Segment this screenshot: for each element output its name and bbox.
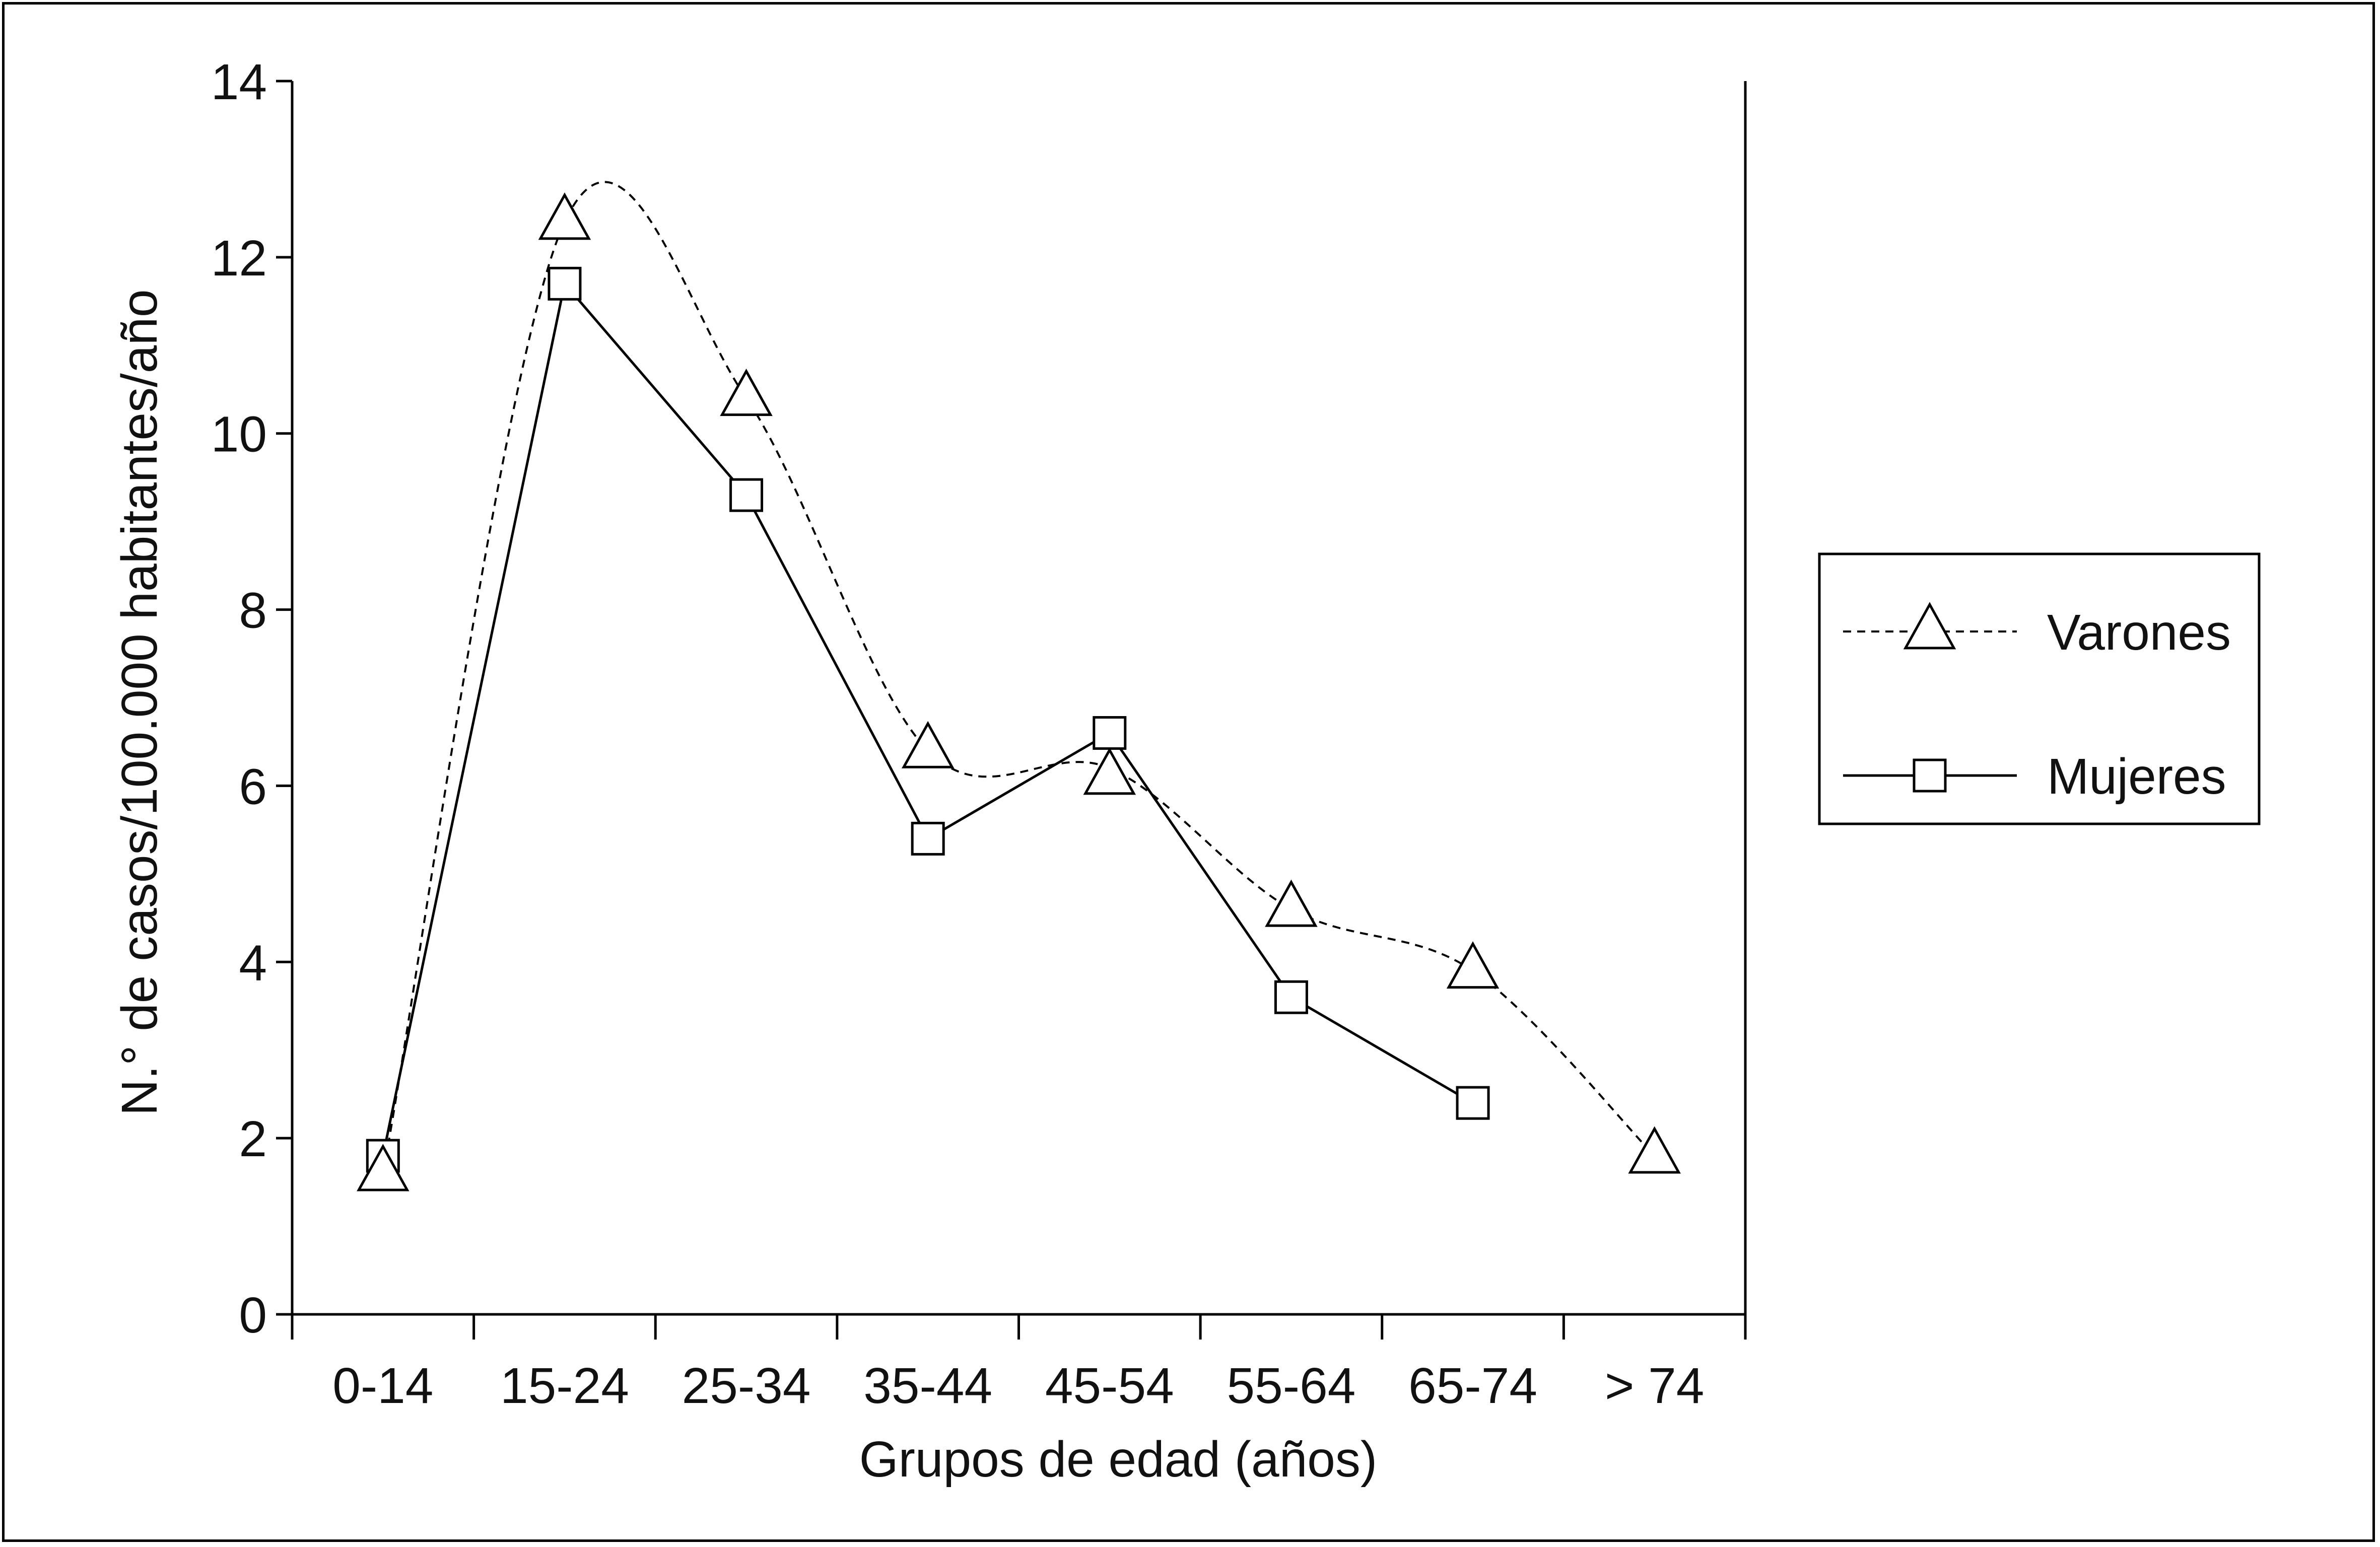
data-point-mujeres bbox=[1093, 716, 1127, 750]
data-point-varones bbox=[1265, 879, 1318, 927]
data-point-mujeres bbox=[729, 478, 764, 512]
y-axis-label: N.° de casos/100.000 habitantes/año bbox=[111, 289, 168, 1115]
x-tick-label: 35-44 bbox=[863, 1358, 992, 1414]
y-tick-label: 2 bbox=[239, 1111, 267, 1167]
x-tick-label: 55-64 bbox=[1227, 1358, 1356, 1414]
series-lines bbox=[381, 181, 1656, 1174]
axes bbox=[291, 81, 1747, 1316]
data-point-varones bbox=[1446, 941, 1500, 989]
legend-marker-mujeres bbox=[1913, 758, 1947, 793]
y-tick-label: 6 bbox=[239, 758, 267, 815]
legend-label-mujeres: Mujeres bbox=[2047, 748, 2226, 805]
y-tick-label: 0 bbox=[239, 1287, 267, 1344]
series-line-varones bbox=[382, 181, 1656, 1174]
data-point-varones bbox=[538, 192, 591, 240]
data-point-mujeres bbox=[548, 266, 582, 301]
x-tick-label: 65-74 bbox=[1408, 1358, 1537, 1414]
data-point-varones bbox=[720, 369, 773, 416]
legend-marker-varones bbox=[1903, 602, 1956, 650]
x-tick-label: 15-24 bbox=[500, 1358, 629, 1414]
x-tick-label: 45-54 bbox=[1045, 1358, 1174, 1414]
line-chart: 0 2 4 6 8 10 12 14 0-14 15-24 25-34 35-44 45-54 55-64… bbox=[111, 54, 2261, 1488]
data-point-varones bbox=[901, 721, 955, 768]
y-tick-label: 10 bbox=[211, 406, 267, 463]
legend: Varones Mujeres bbox=[1818, 552, 2261, 825]
data-point-varones bbox=[357, 1144, 410, 1191]
y-tick-label: 14 bbox=[211, 54, 267, 110]
data-point-varones bbox=[1628, 1126, 1681, 1174]
tick-marks bbox=[276, 80, 1747, 1340]
series-line-mujeres bbox=[381, 280, 1474, 1156]
x-axis-label: Grupos de edad (años) bbox=[859, 1431, 1377, 1488]
data-point-mujeres bbox=[911, 821, 945, 856]
tick-labels: 0 2 4 6 8 10 12 14 0-14 15-24 25-34 35-44 45-54 55-64… bbox=[211, 54, 1705, 1414]
y-tick-label: 12 bbox=[211, 230, 267, 287]
x-tick-label: 25-34 bbox=[682, 1358, 811, 1414]
x-tick-label: 0-14 bbox=[332, 1358, 433, 1414]
series-markers bbox=[357, 192, 1681, 1191]
data-point-varones bbox=[1083, 747, 1136, 795]
legend-label-varones: Varones bbox=[2047, 604, 2231, 661]
y-tick-label: 4 bbox=[239, 935, 267, 991]
x-tick-label: > 74 bbox=[1605, 1358, 1704, 1414]
legend-box bbox=[1818, 552, 2261, 825]
data-point-mujeres bbox=[1274, 980, 1308, 1014]
data-point-mujeres bbox=[1456, 1086, 1490, 1120]
y-tick-label: 8 bbox=[239, 583, 267, 639]
